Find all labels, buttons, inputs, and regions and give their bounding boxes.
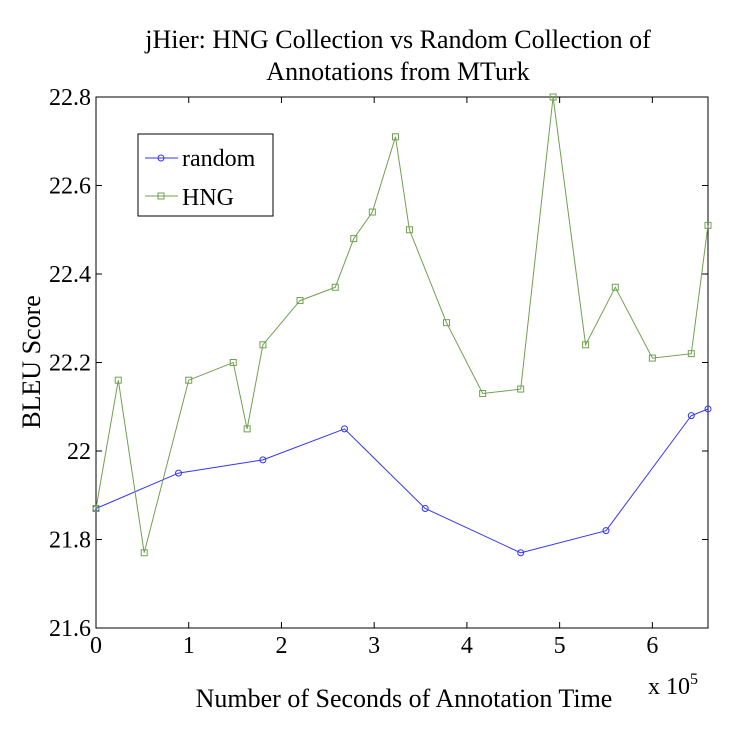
x-axis-label: Number of Seconds of Annotation Time [196,684,613,713]
y-axis-label: BLEU Score [17,295,46,429]
y-tick-label: 22.8 [49,85,91,111]
data-point-hng [350,235,358,243]
legend-marker-random [157,154,165,162]
legend-marker-hng [157,192,165,200]
data-point-hng [549,93,557,101]
data-point-random [175,469,183,477]
data-point-random [421,505,429,513]
data-point-hng [114,376,122,384]
legend: random HNG [137,133,274,217]
data-point-random [602,527,610,535]
y-tick-label: 21.8 [49,528,91,554]
data-point-hng [704,221,712,229]
data-point-hng [443,319,451,327]
y-tick-label: 22.4 [49,262,91,288]
y-tick-label: 22.6 [49,174,91,200]
data-point-hng [259,341,267,349]
data-point-hng [648,354,656,362]
legend-box [137,133,274,217]
legend-item-random: random [145,146,256,172]
series-line-hng [95,96,709,553]
data-point-hng [185,376,193,384]
data-point-hng [405,226,413,234]
data-point-hng [92,505,100,513]
y-tick-label: 22.2 [49,351,91,377]
x-multiplier-exponent: 5 [690,671,698,688]
y-tick-label: 22 [67,439,91,465]
data-point-random [704,405,712,413]
x-tick-label: 6 [646,633,658,659]
data-point-hng [582,341,590,349]
x-tick-label: 5 [554,633,566,659]
legend-item-hng: HNG [145,185,234,211]
series-random [92,405,712,557]
legend-label-random: random [182,146,256,172]
series-hng [92,93,712,557]
chart-title-line-2: Annotations from MTurk [266,57,529,86]
chart-title-line-1: jHier: HNG Collection vs Random Collecti… [144,25,651,54]
x-axis-multiplier: x 105 [648,671,698,700]
x-tick-label: 3 [368,633,380,659]
data-point-random [341,425,349,433]
series-layer [92,93,712,557]
x-tick-label: 2 [275,633,287,659]
data-point-hng [296,297,304,305]
data-point-hng [140,549,148,557]
data-point-hng [368,208,376,216]
data-point-hng [479,389,487,397]
axis-ticks: 0 1 2 3 4 5 6 21.6 21.8 22 22.2 22.4 22.6 22.8 [49,85,708,659]
y-tick-label: 21.6 [49,616,91,642]
x-tick-label: 1 [183,633,195,659]
x-multiplier-base: x 10 [648,674,690,700]
data-point-hng [517,385,525,393]
data-point-random [687,412,695,420]
data-point-hng [687,350,695,358]
data-point-hng [392,133,400,141]
data-point-hng [331,283,339,291]
data-point-hng [243,425,251,433]
data-point-random [259,456,267,464]
x-tick-label: 0 [90,633,102,659]
data-point-hng [229,359,237,366]
data-point-hng [611,283,619,291]
x-tick-label: 4 [461,633,473,659]
series-line-random [95,408,709,554]
legend-label-hng: HNG [182,185,234,211]
data-point-random [517,549,525,557]
